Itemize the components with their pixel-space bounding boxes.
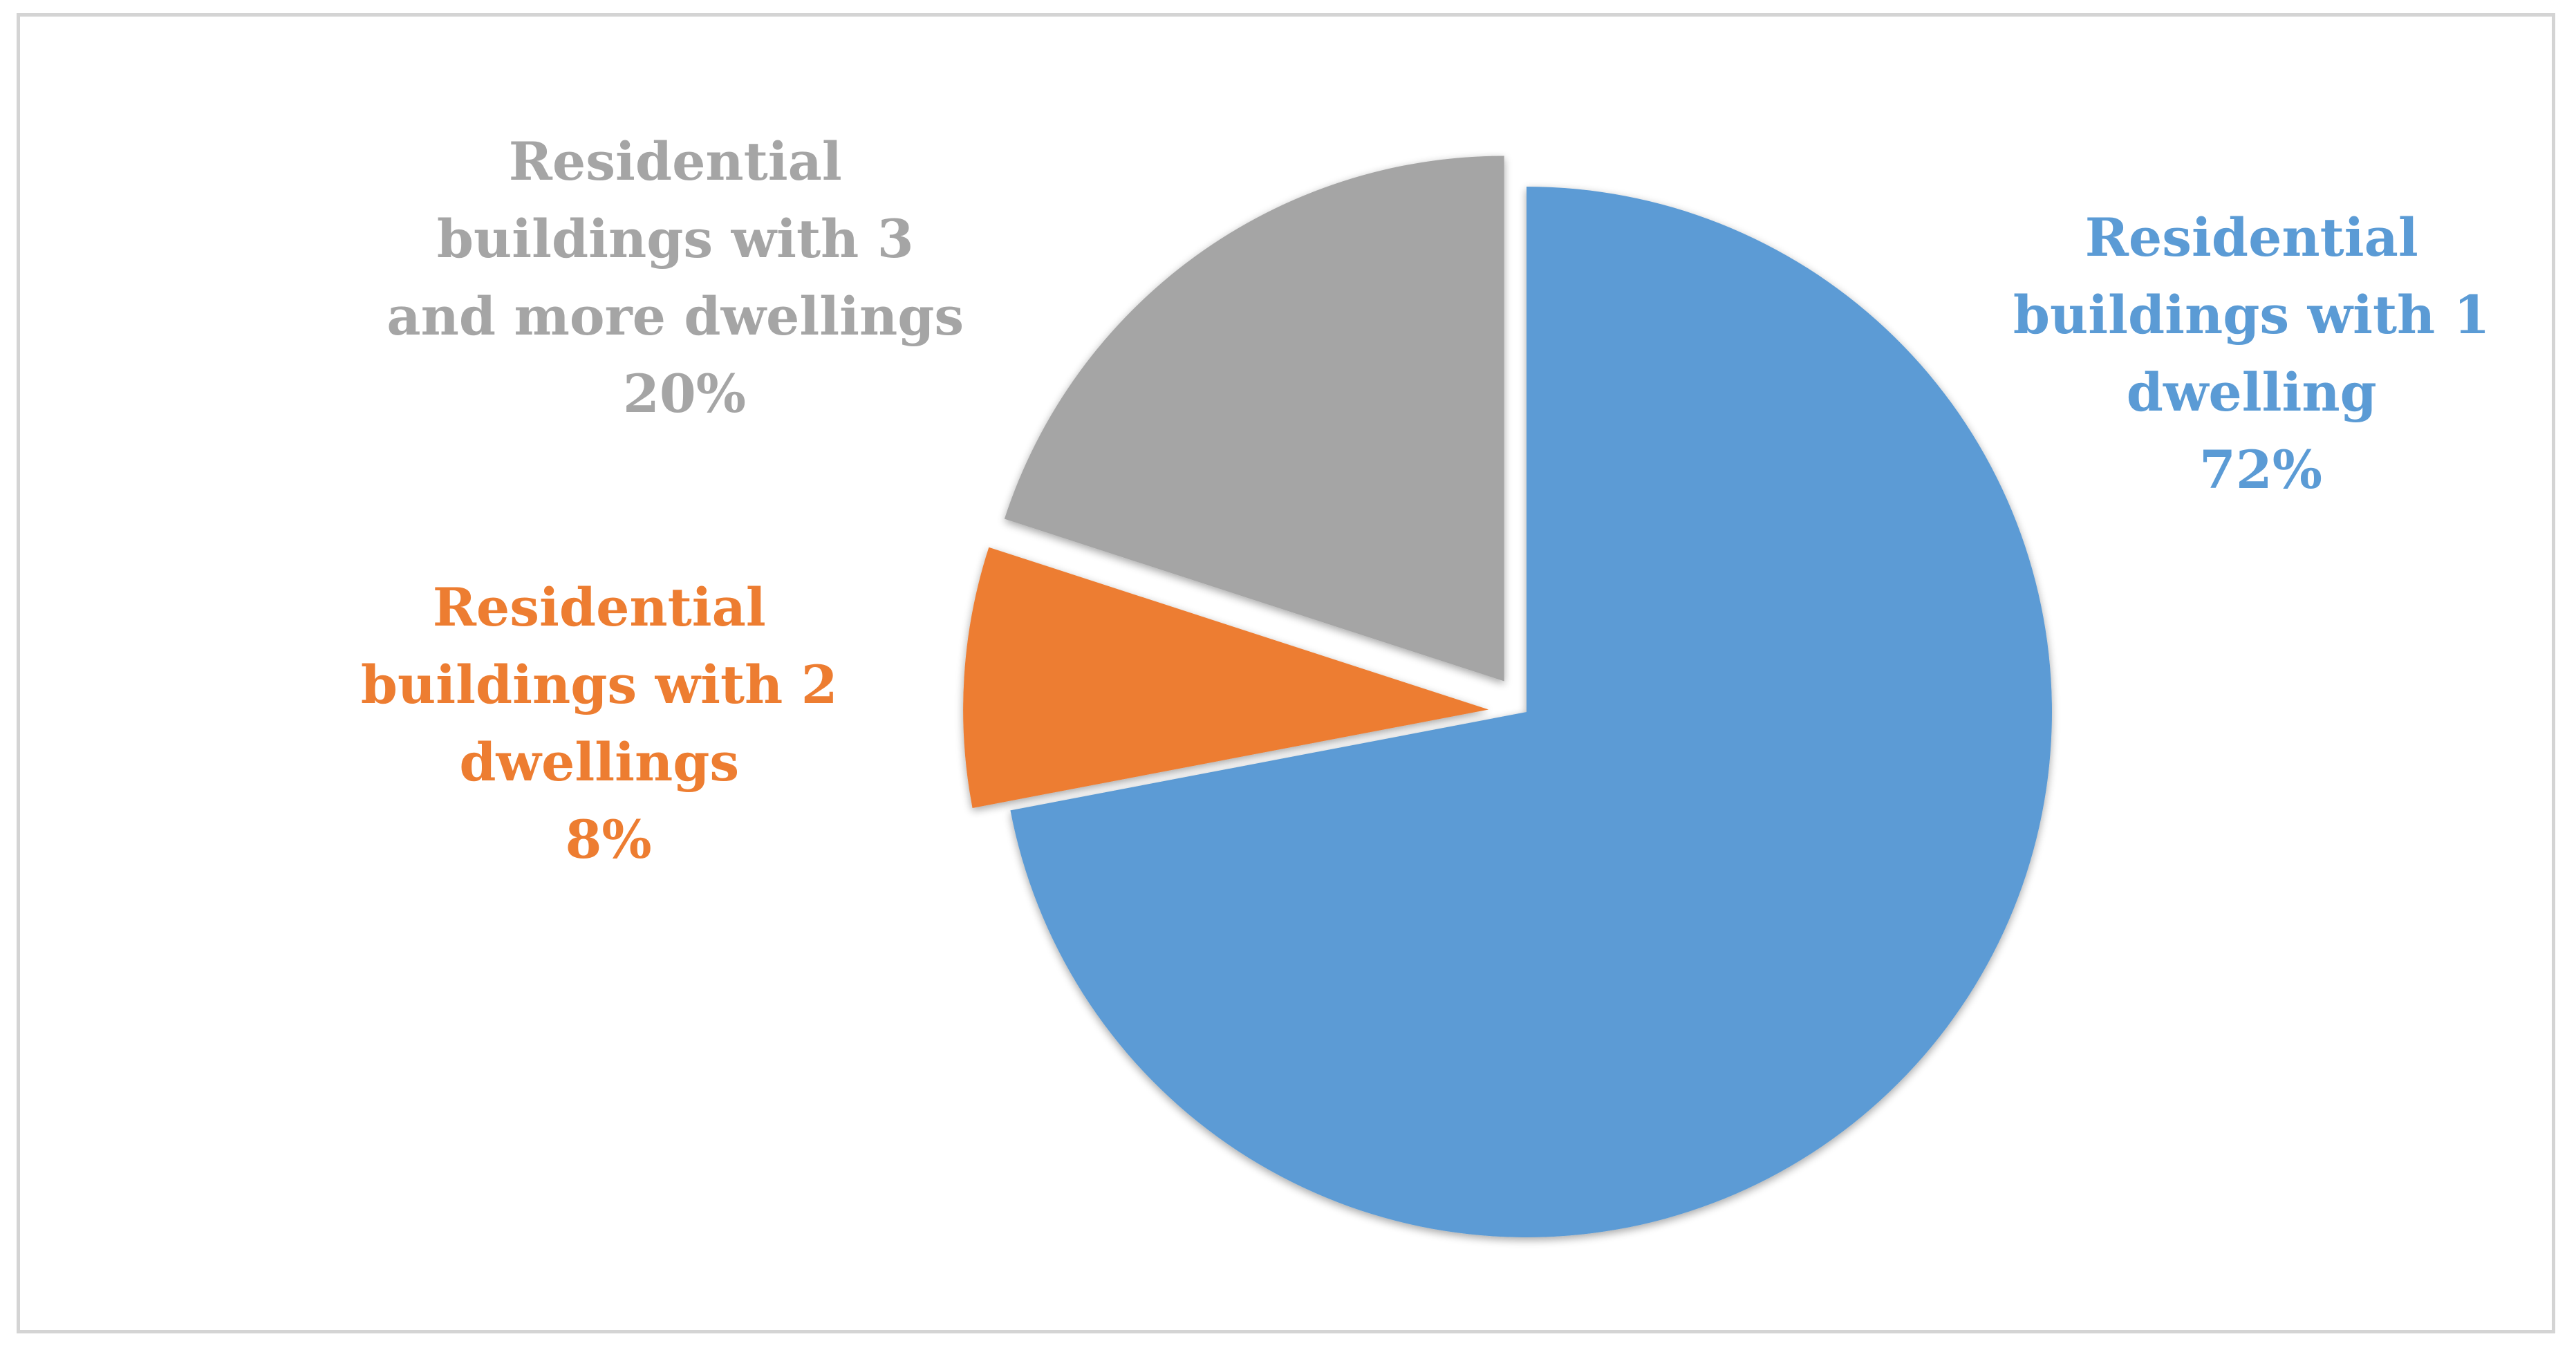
label-slice-2-line-2: buildings with 2 bbox=[361, 654, 838, 715]
label-slice-2-value: 8% bbox=[565, 809, 651, 870]
label-slice-3-line-1: Residential bbox=[509, 131, 842, 192]
label-slice-2: Residential buildings with 2 dwellings 8… bbox=[361, 576, 856, 870]
label-slice-1-line-3: dwelling bbox=[2127, 362, 2377, 423]
label-slice-2-line-1: Residential bbox=[433, 576, 766, 638]
pie-slices bbox=[963, 156, 2053, 1237]
label-slice-1-line-1: Residential bbox=[2085, 207, 2418, 268]
pie-slice-1 bbox=[1010, 187, 2053, 1237]
label-slice-2-line-3: dwellings bbox=[459, 731, 739, 793]
label-slice-3-value: 20% bbox=[623, 363, 746, 424]
label-slice-1-value: 72% bbox=[2199, 439, 2322, 500]
label-slice-3-line-3: and more dwellings bbox=[386, 285, 964, 347]
label-slice-3-line-2: buildings with 3 bbox=[437, 208, 914, 270]
pie-slice-3 bbox=[1004, 156, 1504, 682]
label-slice-1: Residential buildings with 1 dwelling 72… bbox=[2013, 207, 2508, 500]
label-slice-1-line-2: buildings with 1 bbox=[2013, 284, 2490, 346]
label-slice-3: Residential buildings with 3 and more dw… bbox=[386, 131, 982, 424]
pie-slice-2 bbox=[963, 547, 1489, 808]
